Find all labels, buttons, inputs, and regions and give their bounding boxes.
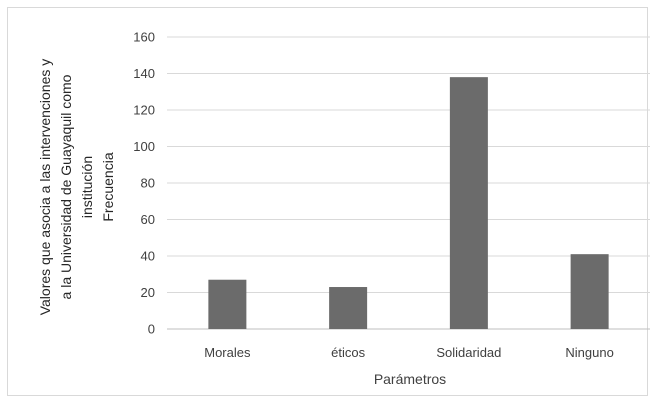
y-axis-title-line: Valores que asocia a las intervenciones … xyxy=(37,59,53,316)
y-tick-label: 0 xyxy=(148,322,155,337)
x-tick-label: Solidaridad xyxy=(436,345,501,360)
bar xyxy=(449,77,488,330)
y-tick-label: 120 xyxy=(133,103,155,118)
y-tick-label: 60 xyxy=(141,212,155,227)
chart-frame xyxy=(7,7,648,396)
bar-layer xyxy=(208,77,609,330)
y-axis-title-line: a la Universidad de Guayaquil como xyxy=(58,74,74,299)
x-tick-label: Morales xyxy=(204,345,251,360)
x-tick-label: éticos xyxy=(331,345,365,360)
y-axis-title: Valores que asocia a las intervenciones … xyxy=(37,59,116,316)
y-axis-title-line: Frecuencia xyxy=(100,152,116,221)
y-tick-label: 20 xyxy=(141,285,155,300)
y-axis-title-line: institución xyxy=(79,156,95,218)
y-tick-label: 80 xyxy=(141,176,155,191)
bar xyxy=(329,287,368,329)
y-tick-label: 100 xyxy=(133,139,155,154)
x-axis-title: Parámetros xyxy=(374,371,446,387)
x-tick-labels: Morales éticos Solidaridad Ninguno xyxy=(204,345,614,360)
y-tick-label: 40 xyxy=(141,249,155,264)
y-tick-labels: 0 20 40 60 80 100 120 140 160 xyxy=(133,30,155,337)
bar xyxy=(208,279,247,329)
x-tick-label: Ninguno xyxy=(565,345,613,360)
y-tick-label: 160 xyxy=(133,30,155,45)
y-tick-label: 140 xyxy=(133,66,155,81)
grid-layer xyxy=(167,36,650,330)
bar xyxy=(570,254,609,329)
